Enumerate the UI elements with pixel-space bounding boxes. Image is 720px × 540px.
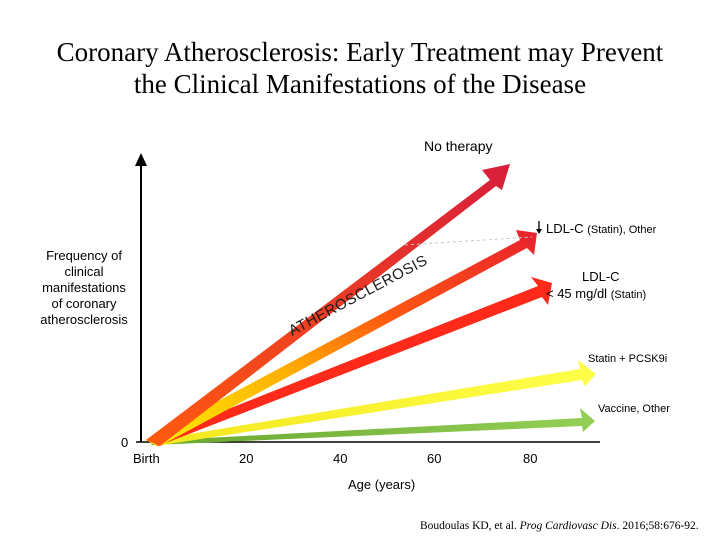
citation: Boudoulas KD, et al. Prog Cardiovasc Dis… xyxy=(420,520,699,532)
vaccine-label: Vaccine, Other xyxy=(598,403,670,415)
pcsk9-label: Statin + PCSK9i xyxy=(588,353,668,365)
y-axis-label-line: atherosclerosis xyxy=(40,312,128,327)
citation-authors: Boudoulas KD, et al. xyxy=(420,520,520,532)
title-line-2: the Clinical Manifestations of the Disea… xyxy=(133,69,587,99)
y-axis-label-line: manifestations xyxy=(42,280,126,295)
citation-journal: Prog Cardiovasc Dis xyxy=(519,520,617,532)
x-axis-label: Age (years) xyxy=(348,477,416,492)
ldl-statin-label: LDL-C (Statin), Other xyxy=(546,221,656,238)
y-axis-label-line: clinical xyxy=(64,264,104,279)
y-axis-label-line: of coronary xyxy=(51,296,117,311)
ldl-45-label-line1: LDL-C xyxy=(582,269,620,284)
ldl-statin-arrow xyxy=(145,230,537,446)
ldl-45-label-sub: (Statin) xyxy=(610,289,647,301)
y-axis-arrowhead xyxy=(135,153,147,166)
down-arrowhead-icon xyxy=(536,229,542,234)
ldl-45-label-main: < 45 mg/dl xyxy=(546,286,611,301)
x-tick-birth: Birth xyxy=(133,451,160,466)
pcsk9-arrow xyxy=(148,360,596,446)
title-line-1: Coronary Atherosclerosis: Early Treatmen… xyxy=(56,37,664,67)
vaccine-arrow xyxy=(150,408,595,445)
x-tick-80: 80 xyxy=(523,451,538,466)
no-therapy-label: No therapy xyxy=(424,138,493,154)
y-zero-label: 0 xyxy=(121,435,129,450)
y-axis-label-line: Frequency of xyxy=(46,248,122,263)
no-therapy-arrow xyxy=(146,164,510,446)
citation-rest: . 2016;58:676-92. xyxy=(616,520,699,532)
x-tick-40: 40 xyxy=(333,451,348,466)
x-tick-20: 20 xyxy=(239,451,254,466)
slide-title: Coronary Atherosclerosis: Early Treatmen… xyxy=(0,36,720,100)
ldl-statin-label-main: LDL-C xyxy=(546,221,588,236)
ldl-statin-label-sub: (Statin), Other xyxy=(587,224,657,236)
ldl-45-label-line2: < 45 mg/dl (Statin) xyxy=(546,286,646,303)
ldl-45-arrow xyxy=(150,277,552,446)
x-tick-60: 60 xyxy=(427,451,442,466)
y-axis-label: Frequency of clinical manifestations of … xyxy=(20,248,148,328)
